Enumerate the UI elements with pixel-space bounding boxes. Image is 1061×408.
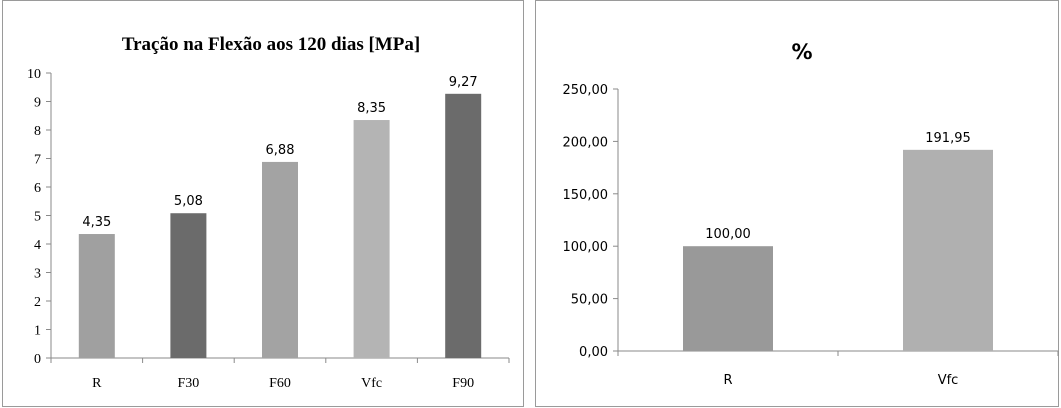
- y-tick-label: 6: [34, 181, 41, 196]
- x-tick-label: Vfc: [361, 376, 382, 391]
- bar: [170, 213, 207, 358]
- data-label: 191,95: [925, 131, 971, 146]
- x-tick-label: R: [92, 376, 102, 391]
- bars: 4,35 5,08 6,88 8,35 9,27: [78, 75, 482, 359]
- y-tick-label: 4: [34, 238, 41, 253]
- chart-title: Tração na Flexão aos 120 dias [MPa]: [122, 34, 420, 55]
- y-tick-label: 150,00: [563, 188, 609, 203]
- y-tick-label: 5: [34, 210, 41, 225]
- y-tick-label: 1: [34, 324, 41, 339]
- y-tick-label: 200,00: [563, 135, 609, 150]
- bar: [353, 120, 390, 359]
- y-tick-label: 9: [34, 96, 41, 111]
- x-tick-label: F60: [269, 376, 291, 391]
- x-tick-label: R: [723, 373, 732, 388]
- y-tick-label: 10: [27, 67, 41, 82]
- bar: [683, 246, 773, 351]
- bars: 100,00 191,95: [683, 131, 993, 351]
- y-tick-label: 2: [34, 295, 41, 310]
- bar: [262, 161, 298, 358]
- y-tick-label: 0,00: [579, 345, 608, 360]
- data-label: 9,27: [449, 75, 478, 90]
- data-label: 8,35: [357, 101, 386, 116]
- chart-panel-tracao: Tração na Flexão aos 120 dias [MPa] 0 1 2 3…: [2, 0, 524, 407]
- x-tick-label: F30: [178, 376, 200, 391]
- y-tick-label: 8: [34, 124, 41, 139]
- y-tick-label: 100,00: [563, 240, 609, 255]
- y-tick-label: 50,00: [571, 293, 608, 308]
- bar: [445, 93, 482, 359]
- y-tick-label: 7: [34, 153, 41, 168]
- y-tick-label: 250,00: [563, 83, 609, 98]
- axes: 0 1 2 3 4 5 6 7 8 9 10 R F30 F60 Vfc F90: [27, 67, 510, 391]
- x-tick-label: F90: [452, 376, 474, 391]
- data-label: 5,08: [174, 194, 203, 209]
- bar: [903, 149, 993, 351]
- bar: [78, 234, 115, 358]
- chart-title: %: [791, 40, 812, 64]
- chart-panel-percent: % 0,00 50,00 100,00 150,00 200,00 250,00 R Vfc …: [535, 0, 1059, 407]
- data-label: 6,88: [266, 143, 295, 158]
- data-label: 100,00: [705, 227, 751, 242]
- y-tick-label: 3: [34, 267, 41, 282]
- y-tick-label: 0: [34, 352, 41, 367]
- bar-chart-tracao: Tração na Flexão aos 120 dias [MPa] 0 1 2 3…: [27, 34, 510, 391]
- x-tick-label: Vfc: [938, 373, 959, 388]
- data-label: 4,35: [82, 215, 111, 230]
